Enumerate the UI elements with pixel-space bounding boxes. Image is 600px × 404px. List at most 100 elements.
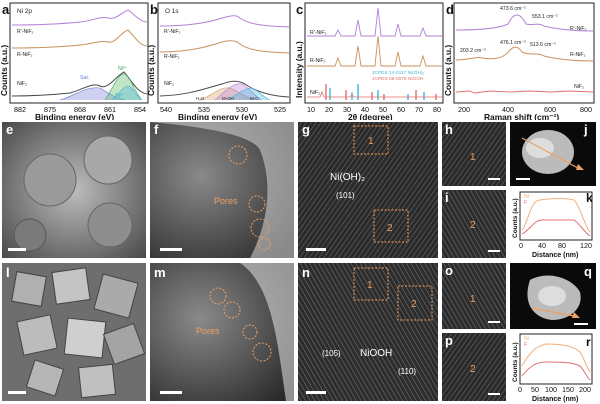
panel-b-frame: [157, 2, 291, 104]
panel-r-series-f: [521, 361, 591, 381]
panel-c-ylabel: Intensity (a.u.): [294, 41, 304, 98]
panel-a-xtick-3: 861: [104, 105, 116, 114]
panel-a-fit-1: [59, 87, 126, 101]
panel-g-phase-label: Ni(OH)₂: [330, 172, 365, 183]
panel-g-box-2: [373, 209, 409, 243]
panel-b-fit-label-1: H₂O: [196, 96, 205, 101]
panel-l: l: [2, 263, 146, 401]
panel-a-fit-2: [104, 73, 143, 101]
panel-b-xtick-3: 525: [274, 105, 286, 114]
panel-d-series-3-line: [455, 90, 594, 94]
panel-d-peak-5: 513.6 cm⁻¹: [530, 42, 556, 48]
panel-f-scale-bar: [160, 248, 182, 251]
panel-a-ylabel: Counts (a.u.): [0, 45, 9, 96]
panel-c-letter: c: [296, 2, 303, 17]
panel-k-xtick-0: 0: [519, 241, 523, 250]
panel-a-xlabel: Binding energy (eV): [35, 112, 114, 120]
panel-p-box-label: 2: [470, 364, 476, 375]
panel-c-xtick-2: 30: [343, 105, 351, 114]
panel-r-letter: r: [586, 335, 591, 349]
panel-a-fit-ni2: Ni²⁺: [115, 93, 125, 99]
panel-b-fit-label-3: M-O: [250, 96, 259, 101]
panel-k-legend-ni: Ni: [524, 194, 529, 200]
panel-d: d R'-NiF₂ R-NiF₂ NiF₂ 473.6 cm⁻¹ 553.1 c…: [443, 2, 595, 120]
panel-d-peak-3: 203.2 cm⁻¹: [460, 48, 486, 54]
panel-q-arrow: [572, 312, 580, 318]
panel-d-letter: d: [446, 2, 454, 17]
panel-g-letter: g: [302, 122, 310, 137]
panel-r-legend-ni: Ni: [524, 336, 529, 342]
panel-g-hkl: (101): [336, 191, 355, 200]
panel-d-series-2-label: R-NiF₂: [570, 52, 586, 58]
panel-b-fit-3: [227, 87, 271, 101]
panel-f-pores-label: Pores: [214, 196, 238, 206]
panel-d-series-2-line: [455, 46, 594, 62]
panel-m-letter: m: [154, 265, 166, 280]
panel-r-series-ni: [521, 343, 591, 373]
panel-m-pores-label: Pores: [196, 326, 220, 336]
panel-b-series-2-line: [159, 40, 290, 54]
panel-p: 2 p: [442, 333, 506, 401]
panel-b-xtick-0: 540: [160, 105, 172, 114]
panel-d-xtick-3: 800: [580, 105, 592, 114]
panel-i-letter: i: [445, 190, 449, 205]
panel-n-letter: n: [302, 265, 310, 280]
panel-c-series-2-label: R-NiF₂: [310, 58, 326, 64]
panel-i: 2 i: [442, 190, 506, 258]
panel-j-scale-bar: [516, 178, 530, 180]
panel-f-letter: f: [154, 122, 159, 137]
panel-a-series-1-line: [11, 9, 148, 26]
panel-b-series-2-label: R-NiF₂: [164, 54, 180, 60]
panel-b-xtick-1: 535: [198, 105, 210, 114]
panel-n-box-1: [353, 267, 389, 301]
panel-k-xlabel: Distance (nm): [532, 252, 578, 259]
image-grid: e Pores f 1 2 Ni(OH)₂ (101) g 1 h 2 i: [2, 122, 596, 403]
panel-a-series-3-label: NiF₂: [17, 81, 27, 87]
panel-r-xlabel: Distance (nm): [532, 396, 578, 403]
panel-r: Ni F 0 50 100 150 200 Distance (nm) Coun…: [512, 333, 593, 403]
panel-r-xtick-0: 0: [518, 385, 522, 394]
panel-q: q: [510, 263, 596, 329]
panel-b-xlabel: Binding energy (eV): [178, 112, 257, 120]
panel-n-phase-label: NiOOH: [360, 348, 392, 359]
panel-k-series-ni: [521, 198, 591, 233]
panel-b-letter: b: [150, 2, 158, 17]
panel-f: Pores f: [150, 122, 294, 258]
panel-b-series-1-label: R'-NiF₂: [164, 29, 181, 35]
panel-p-image: [442, 333, 506, 401]
panel-r-ylabel: Counts (a.u.): [512, 342, 519, 382]
panel-o-image: [442, 263, 506, 329]
panel-g-box-2-label: 2: [387, 223, 393, 234]
panel-i-scale-bar: [488, 250, 500, 252]
panel-b: b O 1s R'-NiF₂ R-NiF₂ NiF₂ H₂O M-OH M-O …: [146, 2, 291, 120]
panel-d-peak-1: 473.6 cm⁻¹: [500, 6, 526, 12]
panel-a: a Ni 2p R'-NiF₂ R-NiF₂ NiF₂ Sat. Ni³⁺ Ni…: [0, 2, 149, 120]
panel-g-scale-bar: [306, 248, 326, 251]
panel-g: 1 2 Ni(OH)₂ (101) g: [298, 122, 438, 258]
panel-o: 1 o: [442, 263, 506, 329]
panel-q-letter: q: [584, 264, 592, 279]
panel-c-series-3-label: NiF₂: [310, 90, 320, 96]
panel-n-hkl-2: (110): [398, 367, 416, 376]
panel-p-letter: p: [445, 333, 453, 348]
panel-c-xlabel: 2θ (degree): [348, 112, 393, 120]
panel-n-scale-bar: [306, 391, 326, 394]
panel-c-ref-2: JCPDS 06-0075 NiOOH: [372, 76, 424, 82]
panel-b-xtick-2: 530: [236, 105, 248, 114]
panel-b-series-3-label: NiF₂: [164, 81, 174, 87]
panel-c-xtick-7: 80: [433, 105, 441, 114]
panel-j-letter: j: [583, 122, 588, 137]
panel-c-series-1-label: R'-NiF₂: [310, 30, 327, 36]
panel-d-series-3-label: NiF₂: [574, 84, 584, 90]
panel-c-ref-1: JCPDS 14-0117 Ni(OH)₂: [372, 70, 425, 76]
panel-i-image: [442, 190, 506, 258]
panel-a-xtick-1: 875: [44, 105, 56, 114]
top-row-plots: a Ni 2p R'-NiF₂ R-NiF₂ NiF₂ Sat. Ni³⁺ Ni…: [0, 2, 595, 120]
panel-b-series-1-line: [159, 15, 290, 28]
panel-d-xlabel: Raman shift (cm⁻¹): [484, 112, 559, 120]
panel-a-series-2-line: [11, 29, 148, 49]
panel-r-xtick-2: 100: [545, 385, 557, 394]
panel-d-xtick-1: 400: [502, 105, 514, 114]
panel-k-xtick-1: 40: [538, 241, 546, 250]
panel-h-box-label: 1: [470, 152, 476, 163]
